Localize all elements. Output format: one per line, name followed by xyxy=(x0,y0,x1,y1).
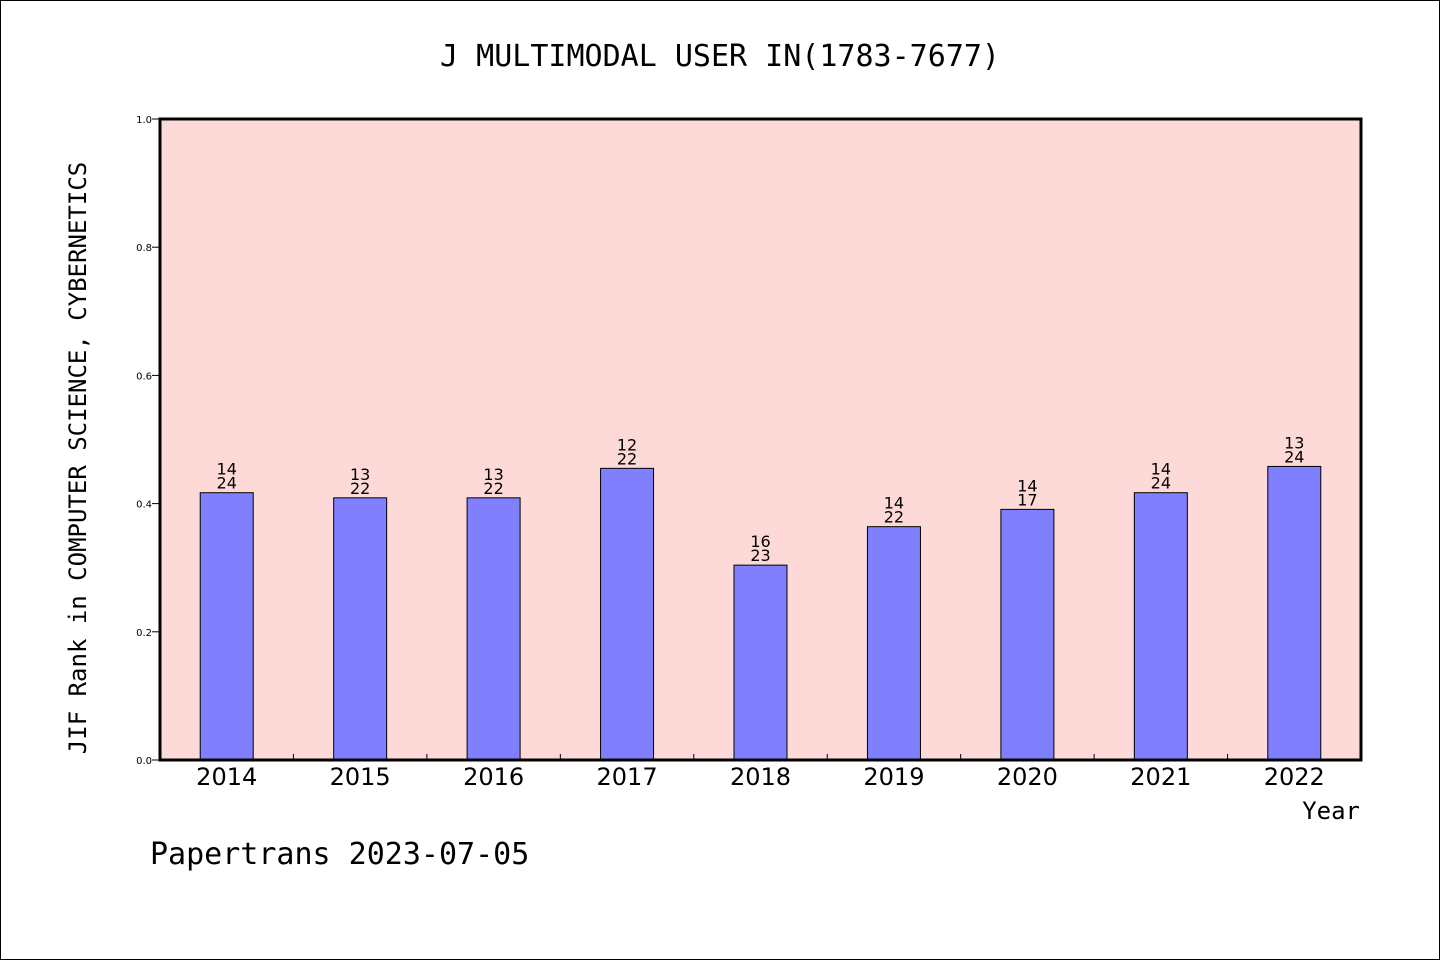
rank-label: 14 xyxy=(884,494,904,513)
total-label: 22 xyxy=(617,449,637,468)
x-tick-label: 2014 xyxy=(196,763,257,791)
rank-label: 14 xyxy=(1151,460,1171,479)
x-tick-label: 2019 xyxy=(863,763,924,791)
y-tick-label: 0.6 xyxy=(136,371,152,382)
total-label: 22 xyxy=(483,479,503,498)
x-tick-label: 2018 xyxy=(730,763,791,791)
total-label: 24 xyxy=(1151,474,1171,493)
x-tick-label: 2016 xyxy=(463,763,524,791)
total-label: 23 xyxy=(750,546,770,565)
bar-2018 xyxy=(733,564,788,761)
y-axis: 0.0 0.2 0.4 0.6 0.8 1.0 xyxy=(136,115,160,767)
x-axis-label: Year xyxy=(1302,797,1360,825)
y-tick-label: 0.4 xyxy=(136,500,152,511)
y-tick-label: 1.0 xyxy=(136,115,152,126)
x-tick-label: 2022 xyxy=(1264,763,1325,791)
y-tick-label: 0.8 xyxy=(136,243,152,254)
rank-label: 14 xyxy=(217,460,237,479)
total-label: 17 xyxy=(1017,490,1037,509)
x-tick-label: 2017 xyxy=(597,763,658,791)
bar-2015 xyxy=(333,497,388,761)
bar-2021 xyxy=(1133,492,1188,761)
y-tick-label: 0.0 xyxy=(136,756,152,767)
bar-2017 xyxy=(600,467,655,761)
y-axis-label: JIF Rank in COMPUTER SCIENCE, CYBERNETIC… xyxy=(64,162,92,754)
x-tick-label: 2020 xyxy=(997,763,1058,791)
y-tick-label: 0.2 xyxy=(136,628,152,639)
chart-title: J MULTIMODAL USER IN(1783-7677) xyxy=(440,39,1000,74)
total-label: 22 xyxy=(884,508,904,527)
bar-2022 xyxy=(1267,465,1322,761)
rank-label: 16 xyxy=(750,532,770,551)
total-label: 22 xyxy=(350,479,370,498)
x-tick-label: 2015 xyxy=(330,763,391,791)
rank-label: 14 xyxy=(1017,476,1037,495)
bar-2014 xyxy=(199,492,254,761)
total-label: 24 xyxy=(217,474,237,493)
plot-border xyxy=(158,117,1363,762)
x-axis: 2014 2015 2016 2017 2018 2019 2020 2021 2022 xyxy=(196,754,1325,791)
x-tick-label: 2021 xyxy=(1130,763,1191,791)
rank-label: 13 xyxy=(350,465,370,484)
bar-2019 xyxy=(866,526,921,761)
footer-text: Papertrans 2023-07-05 xyxy=(150,837,529,872)
bar-2020 xyxy=(1000,508,1055,761)
bar-series xyxy=(199,465,1322,761)
total-label: 24 xyxy=(1284,447,1304,466)
bar-2016 xyxy=(466,497,521,761)
rank-label: 13 xyxy=(483,465,503,484)
rank-label: 13 xyxy=(1284,433,1304,452)
rank-label: 12 xyxy=(617,435,637,454)
